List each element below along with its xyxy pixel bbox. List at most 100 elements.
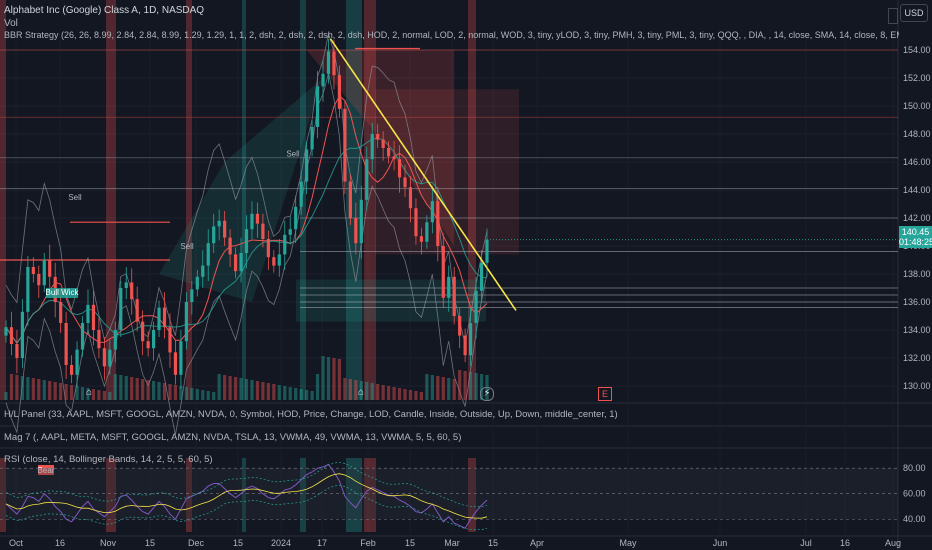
volume-bar [135, 378, 139, 400]
candle-body [15, 344, 19, 358]
volume-bar [381, 385, 385, 400]
news-icon[interactable]: ⌂ [357, 387, 365, 398]
price-tick: 146.00 [903, 157, 931, 167]
volume-bar [458, 370, 462, 400]
volume-bar [15, 375, 19, 400]
candle-body [162, 307, 167, 328]
volume-bar [168, 384, 172, 400]
volume-bar [157, 382, 161, 400]
candle-body [376, 134, 380, 140]
candle-body [113, 330, 117, 350]
volume-bar [217, 374, 221, 400]
split-dividend-icon[interactable]: ⚡ [480, 387, 494, 401]
candle-body [31, 267, 35, 274]
volume-bar [151, 381, 156, 400]
volume-bar [463, 371, 467, 400]
bear-badge [38, 465, 54, 475]
candle-body [250, 213, 254, 230]
bear-label: Bear [38, 466, 55, 475]
candle-body [343, 108, 347, 182]
volume-bar [321, 356, 325, 400]
time-tick: Nov [100, 538, 117, 548]
candle-body [119, 288, 123, 330]
price-tick: 130.00 [903, 381, 931, 391]
news-icon-2[interactable]: ⌂ [85, 387, 93, 398]
volume-bar [403, 389, 407, 400]
rsi-line [5, 463, 488, 529]
candle-body [283, 234, 287, 255]
volume-bar [130, 377, 134, 400]
candle-body [441, 246, 445, 298]
strategy-indicator-label[interactable]: BBR Strategy (26, 26, 8.99, 2.84, 2.84, … [4, 30, 899, 40]
hl-panel-label[interactable]: H/L Panel (33, AAPL, MSFT, GOOGL, AMZN, … [4, 409, 618, 420]
candle-body [75, 349, 79, 375]
volume-bar [425, 374, 429, 400]
price-tick: 132.00 [903, 353, 931, 363]
rsi-signal-column [300, 458, 306, 532]
volume-bar [436, 376, 440, 400]
candle-body [397, 159, 402, 178]
time-tick: 15 [405, 538, 415, 548]
mag7-label[interactable]: Mag 7 (, AAPL, META, MSFT, GOOGL, AMZN, … [4, 432, 462, 443]
volume-label: Vol [4, 18, 18, 29]
rsi-tick: 40.00 [903, 514, 926, 524]
volume-bar [69, 385, 74, 400]
volume-bar [326, 357, 331, 400]
time-tick: Dec [188, 538, 205, 548]
candle-body [151, 330, 156, 349]
volume-bar [408, 390, 413, 400]
candle-body [42, 260, 46, 286]
rsi-label[interactable]: RSI (close, 14, Bollinger Bands, 14, 2, … [4, 454, 213, 465]
volume-bar [48, 381, 52, 400]
trendline [329, 38, 517, 311]
volume-bar [414, 391, 418, 400]
candle-body [419, 236, 424, 242]
volume-bar [469, 372, 473, 400]
candle-body [408, 187, 413, 209]
upper-band [5, 33, 488, 345]
earnings-icon[interactable]: E [598, 387, 612, 401]
candle-body [20, 311, 24, 358]
volume-bar [162, 383, 167, 400]
volume-bar [354, 380, 358, 400]
chart-title: Alphabet Inc (Google) Class A, 1D, NASDA… [4, 5, 205, 16]
candle-body [294, 206, 298, 230]
time-tick: 16 [840, 538, 850, 548]
candle-body [130, 282, 134, 300]
candle-body [124, 282, 128, 288]
time-tick: 15 [145, 538, 155, 548]
time-tick: May [619, 538, 637, 548]
candle-body [233, 254, 238, 272]
candle-body [387, 148, 391, 157]
candle-body [48, 260, 52, 277]
candle-body [223, 220, 227, 238]
currency-button[interactable]: USD [900, 4, 928, 22]
price-tick: 152.00 [903, 73, 931, 83]
bull-wick-badge [46, 288, 78, 298]
volume-bar [315, 374, 320, 400]
pane-maximize-icon[interactable] [888, 8, 898, 24]
volume-bar [365, 382, 369, 400]
candle-body [272, 257, 276, 266]
time-tick: Aug [885, 538, 901, 548]
candle-body [141, 321, 145, 342]
volume-bar [305, 390, 309, 400]
rsi-signal-column [364, 458, 376, 532]
time-tick: 15 [488, 538, 498, 548]
volume-bar [370, 383, 374, 400]
candle-body [474, 290, 478, 323]
volume-bar [102, 391, 106, 400]
price-tick: 138.00 [903, 269, 931, 279]
demand-zone [296, 279, 486, 322]
volume-bar [223, 375, 227, 400]
candle-body [59, 302, 63, 323]
volume-bar [97, 390, 101, 400]
candle-body [217, 220, 221, 227]
rsi-signal-column [0, 458, 6, 532]
volume-bar [113, 374, 117, 400]
signal-column [186, 0, 192, 400]
candle-body [195, 276, 199, 290]
volume-bar [310, 391, 314, 400]
volume-bar [419, 392, 424, 400]
